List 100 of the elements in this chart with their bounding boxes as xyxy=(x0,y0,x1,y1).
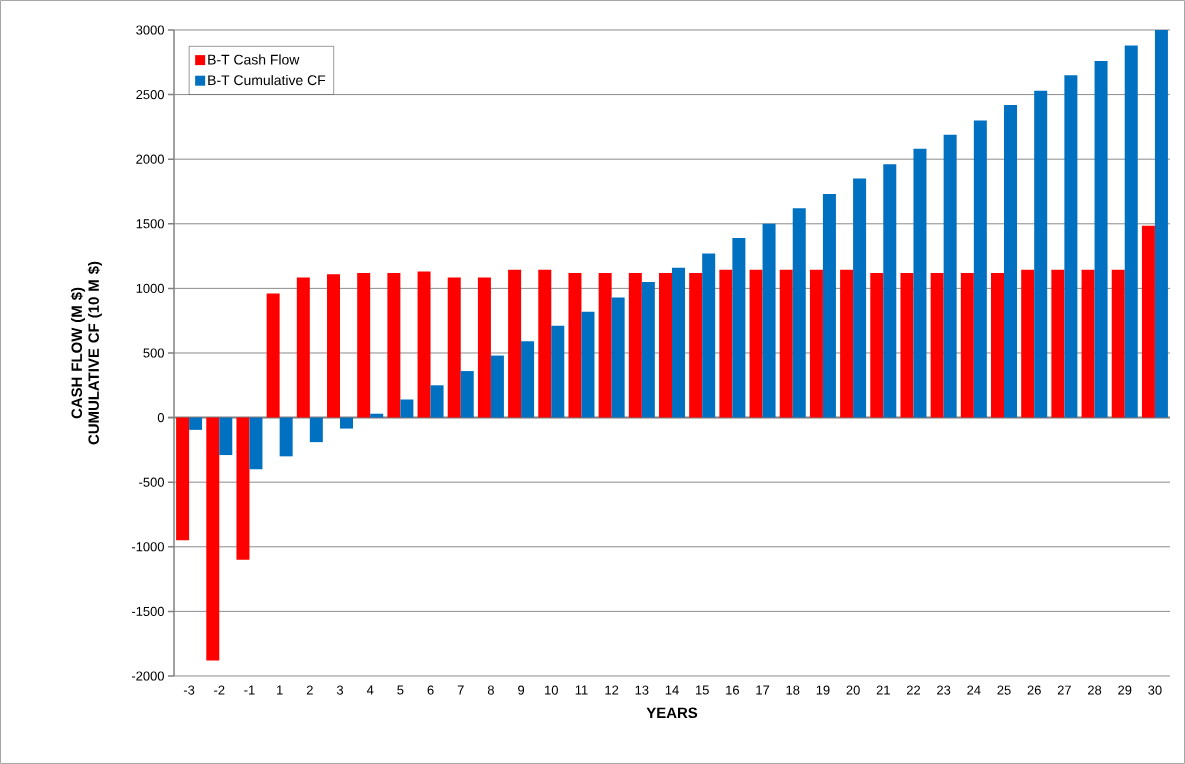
bar xyxy=(719,269,733,418)
y-tick-label: 0 xyxy=(157,412,164,423)
y-tick-label: -500 xyxy=(139,477,164,487)
bar xyxy=(296,277,310,418)
bar xyxy=(551,325,565,418)
bar xyxy=(176,417,190,541)
x-tick-label: 9 xyxy=(518,685,525,695)
bar xyxy=(641,281,655,418)
bar xyxy=(430,385,444,418)
bar xyxy=(387,272,401,418)
x-tick-label: 30 xyxy=(1148,685,1162,695)
bar xyxy=(659,272,673,418)
bar xyxy=(400,399,414,418)
y-tick-label: 2000 xyxy=(136,154,164,164)
legend-label: B-T Cumulative CF xyxy=(208,74,326,86)
x-tick-label: 16 xyxy=(726,685,740,695)
x-tick-label: 25 xyxy=(997,685,1011,695)
bar xyxy=(327,274,341,418)
bar xyxy=(477,277,491,418)
bar xyxy=(340,417,354,429)
y-tick-label: -1500 xyxy=(131,606,164,616)
bar xyxy=(809,269,823,418)
bar xyxy=(598,272,612,418)
y-tick-label: 500 xyxy=(143,348,164,358)
x-tick-label: 8 xyxy=(487,685,494,695)
y-tick-label: 1500 xyxy=(136,219,164,229)
x-tick-label: 17 xyxy=(756,685,770,695)
x-tick-label: 28 xyxy=(1088,685,1102,695)
bar xyxy=(1141,225,1155,418)
legend-label: B-T Cash Flow xyxy=(208,54,300,65)
x-tick-label: 29 xyxy=(1118,685,1132,695)
y-tick-label: -1000 xyxy=(131,542,164,552)
bar xyxy=(853,178,867,418)
x-tick-label: 5 xyxy=(397,685,404,695)
bar xyxy=(702,253,716,418)
bar xyxy=(973,120,987,418)
y-axis-title: CASH FLOW (M $) CUMULATIVE CF (10 M $) xyxy=(70,261,102,445)
x-tick-label: 23 xyxy=(937,685,951,695)
bar xyxy=(1004,104,1018,418)
bar xyxy=(1081,269,1095,418)
bar xyxy=(689,272,703,418)
bar xyxy=(779,269,793,418)
y-tick-label: 3000 xyxy=(136,25,164,35)
bar xyxy=(279,417,293,457)
x-tick-label: 10 xyxy=(545,685,558,695)
bar xyxy=(206,417,220,661)
y-tick-label: 2500 xyxy=(136,89,164,100)
y-tick-label: -2000 xyxy=(131,671,164,681)
bar xyxy=(1051,269,1065,418)
x-tick-label: 13 xyxy=(635,685,649,695)
bar xyxy=(611,297,625,418)
bar xyxy=(508,269,522,418)
bar xyxy=(792,208,806,418)
x-axis-title: YEARS xyxy=(646,707,698,719)
x-tick-label: 24 xyxy=(967,685,981,695)
bar xyxy=(628,272,642,418)
bar xyxy=(460,371,474,418)
bar xyxy=(749,269,763,418)
bar xyxy=(1021,269,1035,418)
bar xyxy=(900,272,914,418)
x-tick-label: 20 xyxy=(846,685,860,695)
bar xyxy=(568,272,582,418)
x-tick-label: 21 xyxy=(876,685,890,695)
bar xyxy=(370,413,384,418)
x-tick-label: -1 xyxy=(244,685,255,695)
bar xyxy=(1154,29,1168,418)
bar xyxy=(357,272,371,418)
x-tick-label: 7 xyxy=(457,685,464,695)
x-tick-label: 2 xyxy=(306,685,313,695)
x-tick-label: 6 xyxy=(427,685,434,695)
bar xyxy=(913,148,927,418)
x-tick-label: 15 xyxy=(695,685,709,695)
x-tick-label: 3 xyxy=(336,685,344,695)
bar xyxy=(581,311,595,418)
x-tick-label: 18 xyxy=(786,685,800,695)
bar xyxy=(236,417,250,560)
bar xyxy=(1064,75,1078,418)
bar xyxy=(1094,60,1108,418)
bar xyxy=(762,223,776,418)
x-tick-label: 11 xyxy=(575,685,588,695)
x-tick-label: 22 xyxy=(906,685,921,695)
bar xyxy=(822,194,836,418)
bar xyxy=(490,355,504,418)
bar xyxy=(1111,269,1125,418)
bar xyxy=(840,269,854,418)
x-tick-label: -2 xyxy=(214,685,225,695)
x-tick-label: 27 xyxy=(1057,685,1071,695)
bar xyxy=(991,272,1005,418)
x-tick-label: 1 xyxy=(277,685,283,695)
bar xyxy=(309,417,323,443)
y-tick-label: 1000 xyxy=(136,283,164,293)
bar xyxy=(960,272,974,418)
bar xyxy=(943,134,957,418)
bar xyxy=(538,269,552,418)
x-tick-label: 4 xyxy=(366,685,374,695)
bar xyxy=(249,417,263,470)
bar xyxy=(521,341,535,418)
x-tick-label: 26 xyxy=(1027,685,1041,695)
bar xyxy=(930,272,944,418)
bar xyxy=(672,267,686,418)
